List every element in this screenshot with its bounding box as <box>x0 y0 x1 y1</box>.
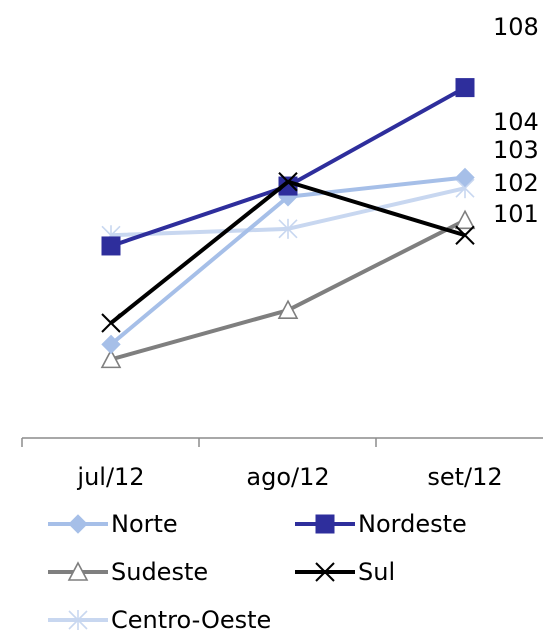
series-centro-oeste <box>101 178 475 246</box>
legend-swatch-marker <box>67 561 89 581</box>
data-point-nordeste <box>101 236 121 256</box>
legend-label: Sul <box>358 558 395 586</box>
data-point-sudeste <box>277 299 299 319</box>
legend-item-centro-oeste: Centro-Oeste <box>48 606 271 634</box>
data-point-centro-oeste <box>278 218 298 239</box>
legend-item-sudeste: Sudeste <box>48 558 208 586</box>
x-axis: jul/12 ago/12 set/12 <box>21 437 543 491</box>
data-point-sul <box>455 225 475 245</box>
end-label: 101 <box>493 200 539 228</box>
data-point-nordeste <box>455 78 475 98</box>
data-point-norte <box>455 167 475 188</box>
legend-label: Centro-Oeste <box>111 606 271 634</box>
series-line-sudeste <box>110 218 466 362</box>
legend-label: Nordeste <box>358 510 467 538</box>
end-label: 104 <box>493 108 539 136</box>
data-point-norte <box>101 334 121 355</box>
legend-label: Norte <box>111 510 178 538</box>
series-nordeste <box>101 78 475 256</box>
series-norte <box>101 167 475 355</box>
plot-area <box>100 78 476 369</box>
legend-label: Sudeste <box>111 558 208 586</box>
end-label: 103 <box>493 136 539 164</box>
data-point-sul <box>278 172 298 192</box>
legend-swatch-marker <box>68 514 88 534</box>
x-tick-label: ago/12 <box>246 463 329 491</box>
legend-item-sul: Sul <box>295 558 395 586</box>
data-point-sudeste <box>454 209 476 230</box>
end-label: 108 <box>493 13 539 41</box>
legend-swatch-marker <box>315 514 335 534</box>
data-point-sul <box>101 313 121 333</box>
series-sul <box>101 172 475 333</box>
legend-item-nordeste: Nordeste <box>295 510 467 538</box>
series-sudeste <box>100 209 476 369</box>
legend-item-norte: Norte <box>48 510 178 538</box>
legend-swatch-marker <box>315 562 335 582</box>
legend-swatch-marker <box>68 610 88 630</box>
end-label: 102 <box>493 169 539 197</box>
x-tick-label: jul/12 <box>76 463 144 491</box>
data-point-sudeste <box>100 348 122 369</box>
legend: Norte Nordeste Sudeste Sul Centro-Oeste <box>48 510 467 634</box>
x-tick-label: set/12 <box>427 463 502 491</box>
